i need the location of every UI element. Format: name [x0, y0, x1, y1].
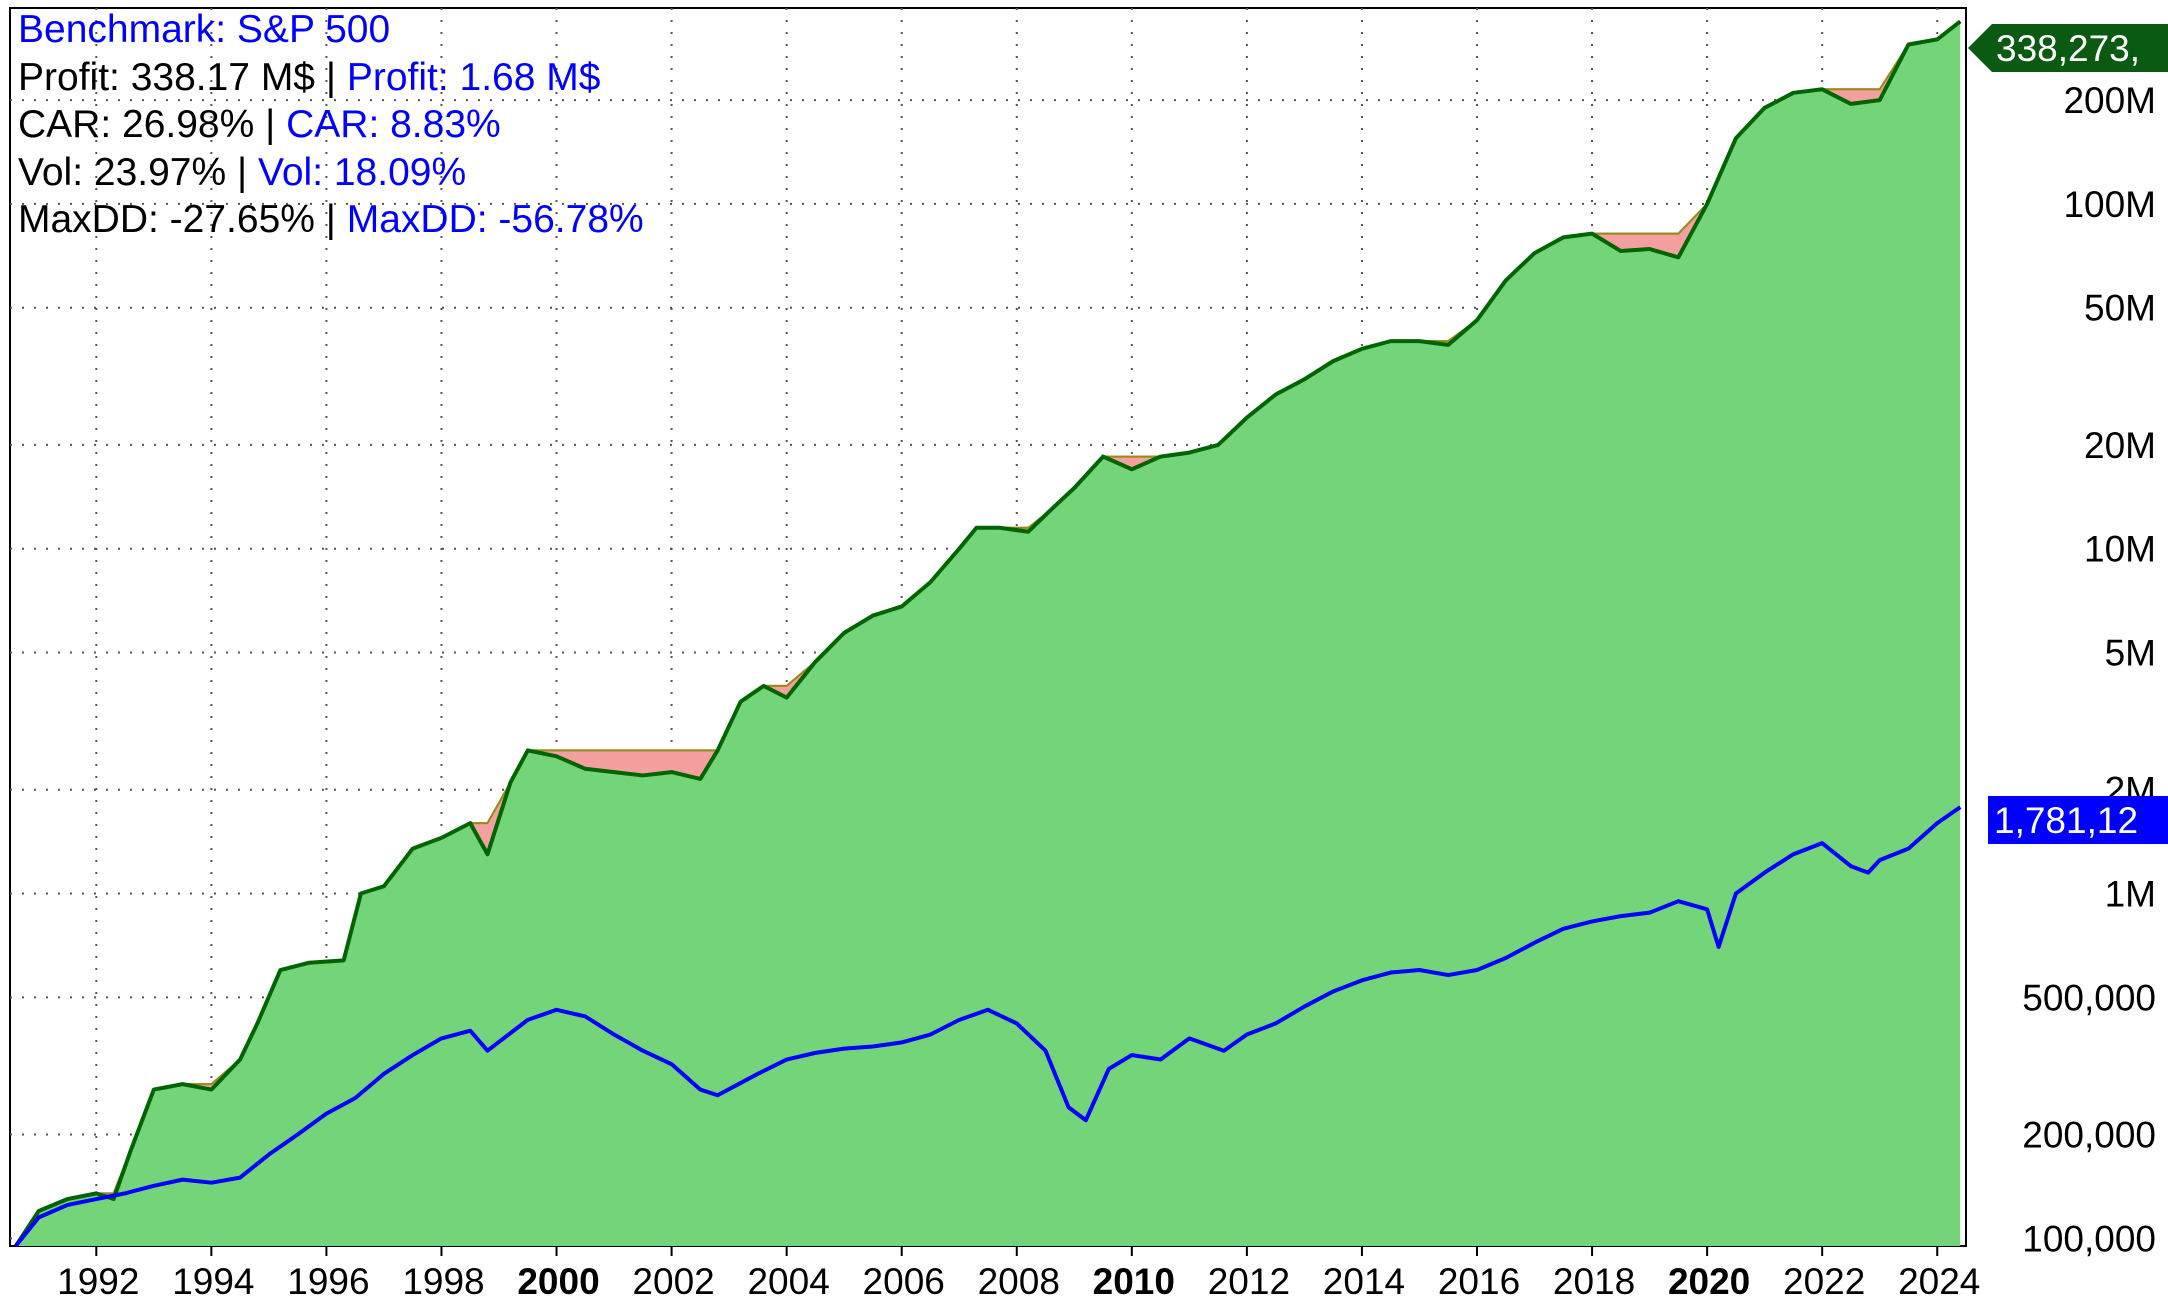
- x-tick-label: 1994: [172, 1261, 254, 1302]
- stats-text: MaxDD: -56.78%: [346, 198, 644, 241]
- x-tick-label: 2024: [1898, 1261, 1980, 1302]
- x-tick-label: 2014: [1323, 1261, 1405, 1302]
- y-tick-label: 100M: [2063, 184, 2156, 225]
- x-axis: 1992 1994 1996 1998 2000 2002 2004 2006 2008 2010…: [57, 1246, 1980, 1302]
- y-axis: 100,000200,000500,0001M2M5M10M20M50M100M…: [2022, 80, 2156, 1259]
- x-tick-label: 2018: [1553, 1261, 1635, 1302]
- y-tick-label: 200M: [2063, 80, 2156, 121]
- y-tick-label: 200,000: [2022, 1115, 2156, 1156]
- stats-line: CAR: 26.98% | CAR: 8.83%: [18, 101, 644, 149]
- x-tick-label: 2008: [978, 1261, 1060, 1302]
- x-tick-label: 1992: [57, 1261, 139, 1302]
- stats-line: Vol: 23.97% | Vol: 18.09%: [18, 149, 644, 197]
- stats-legend: Benchmark: S&P 500 Profit: 338.17 M$ | Pr…: [18, 6, 644, 244]
- equity-last-value-label: 338,273,: [1996, 28, 2140, 69]
- benchmark-line: [14, 805, 1962, 1248]
- y-tick-label: 100,000: [2022, 1218, 2156, 1259]
- y-tick-label: 1M: [2105, 874, 2156, 915]
- badge-shape: [1988, 796, 2168, 844]
- x-tick-label: 2004: [747, 1261, 829, 1302]
- stats-text: Vol: 18.09%: [257, 150, 467, 194]
- stats-line: Benchmark: S&P 500: [18, 6, 644, 54]
- x-tick-label: 1996: [287, 1261, 369, 1302]
- y-tick-label: 50M: [2084, 288, 2156, 329]
- x-tick-label: 2022: [1783, 1261, 1865, 1302]
- x-tick-label: 2010: [1093, 1261, 1175, 1302]
- stats-line: Profit: 338.17 M$ | Profit: 1.68 M$: [18, 54, 644, 102]
- benchmark-last-value-label: 1,781,12: [1994, 800, 2138, 841]
- x-tick-label: 2000: [517, 1261, 599, 1302]
- x-tick-label: 1998: [402, 1261, 484, 1302]
- stats-text: Profit: 338.17 M$: [18, 55, 315, 99]
- x-tick-label: 2016: [1438, 1261, 1520, 1302]
- stats-text: |: [226, 150, 258, 194]
- stats-line: MaxDD: -27.65% | MaxDD: -56.78%: [18, 196, 644, 244]
- stats-text: |: [254, 103, 287, 146]
- x-tick-label: 2020: [1668, 1261, 1750, 1302]
- y-tick-label: 5M: [2105, 633, 2156, 674]
- stats-text: Benchmark: S&P 500: [18, 8, 391, 51]
- x-tick-label: 2012: [1208, 1261, 1290, 1302]
- y-tick-label: 10M: [2084, 529, 2156, 570]
- stats-text: CAR: 26.98%: [18, 103, 255, 146]
- x-tick-label: 2002: [632, 1261, 714, 1302]
- last-value-badges: 338,273, 1,781,12: [1968, 24, 2168, 844]
- x-tick-label: 2006: [863, 1261, 945, 1302]
- equity-line: [14, 19, 1962, 1248]
- benchmark-last-value-badge: 1,781,12: [1988, 796, 2168, 844]
- series-line-layer: [14, 19, 1962, 1248]
- stats-text: MaxDD: -27.65%: [18, 198, 315, 241]
- stats-text: Profit: 1.68 M$: [346, 55, 601, 99]
- stats-text: Vol: 23.97%: [18, 150, 227, 194]
- stats-text: |: [314, 198, 347, 241]
- equity-area: [15, 21, 1961, 1246]
- y-tick-label: 20M: [2084, 425, 2156, 466]
- y-tick-label: 500,000: [2022, 977, 2156, 1018]
- badge-shape: [1968, 24, 2168, 72]
- equity-last-value-badge: 338,273,: [1968, 24, 2168, 72]
- stats-text: |: [315, 55, 347, 99]
- stats-text: CAR: 8.83%: [286, 103, 501, 146]
